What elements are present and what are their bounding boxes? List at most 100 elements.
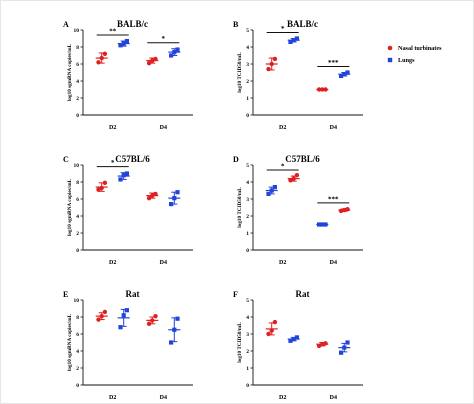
data-point	[339, 73, 344, 78]
y-tick-label: 4	[246, 45, 249, 51]
panel-letter: A	[63, 20, 69, 29]
data-point	[146, 195, 152, 201]
data-point	[269, 328, 274, 333]
legend-marker	[387, 57, 393, 63]
y-tick-label: 8	[76, 45, 79, 51]
x-category-label: D2	[109, 395, 116, 401]
x-category-label: D4	[330, 125, 337, 131]
significance-label: *	[111, 159, 115, 167]
panel-title: BALB/c	[287, 19, 318, 29]
y-tick-label: 0	[246, 383, 249, 389]
data-point	[294, 36, 299, 41]
data-point	[294, 173, 300, 178]
y-tick-label: 8	[76, 180, 79, 186]
panel-E: E Rat 0 2 4 6 8 10 log10 sgmRNA copies/mL D2 D4	[63, 289, 193, 401]
data-point	[121, 313, 126, 318]
data-point	[96, 317, 101, 322]
y-tick-label: 4	[246, 315, 249, 321]
legend-marker	[387, 45, 393, 51]
panel-F: F Rat 0 1 2 3 4 5 log10 TCID50/mL D2 D4	[233, 289, 363, 401]
data-point	[345, 70, 350, 75]
x-category-label: D4	[160, 260, 167, 266]
data-point	[175, 190, 180, 195]
data-point	[291, 337, 296, 342]
legend: Nasal turbinates Lungs	[387, 45, 442, 64]
data-point	[102, 180, 108, 186]
data-point	[345, 207, 350, 212]
data-point	[266, 331, 271, 337]
data-point	[320, 87, 325, 92]
y-tick-label: 1	[246, 96, 249, 102]
y-tick-label: 5	[246, 298, 249, 304]
panel-letter: C	[63, 155, 69, 164]
y-tick-label: 0	[76, 248, 79, 254]
y-tick-label: 6	[76, 197, 79, 203]
x-category-label: D2	[109, 260, 116, 266]
panel-letter: F	[233, 290, 238, 299]
y-tick-label: 0	[76, 383, 79, 389]
y-tick-label: 2	[246, 349, 249, 355]
y-tick-label: 8	[76, 315, 79, 321]
y-axis-label: log10 TCID50/mL	[237, 187, 243, 228]
x-category-label: D4	[330, 395, 337, 401]
data-point	[323, 87, 328, 92]
panel-title: C57BL/6	[115, 154, 150, 164]
significance-label: ***	[328, 59, 339, 67]
panel-A: A BALB/c 0 2 4 6 8 10 log10 sgmRNA copies/mL D2 D4…	[63, 19, 193, 131]
data-point	[153, 191, 158, 197]
data-point	[269, 61, 274, 67]
panel-C: C C57BL/6 0 2 4 6 8 10 log10 sgmRNA copies/mL D2 D…	[63, 154, 193, 266]
data-point	[291, 38, 296, 43]
data-point	[169, 53, 174, 58]
data-point	[175, 47, 180, 52]
data-point	[153, 56, 158, 62]
y-tick-label: 10	[74, 163, 80, 169]
x-category-label: D4	[160, 125, 167, 131]
data-point	[288, 39, 293, 44]
y-tick-label: 10	[74, 28, 80, 34]
y-axis-label: log10 sgmRNA copies/mL	[67, 178, 73, 236]
y-tick-label: 3	[246, 332, 249, 338]
x-category-label: D4	[160, 395, 167, 401]
data-point	[169, 340, 174, 345]
data-point	[323, 341, 328, 346]
data-point	[175, 316, 180, 321]
y-axis-label: log10 TCID50/mL	[237, 52, 243, 93]
data-point	[172, 196, 177, 201]
y-axis-label: log10 TCID50/mL	[237, 322, 243, 363]
y-tick-label: 2	[76, 96, 79, 102]
data-point	[118, 177, 123, 182]
x-category-label: D2	[279, 395, 286, 401]
data-point	[339, 350, 344, 355]
significance-label: **	[109, 28, 117, 36]
data-point	[124, 38, 129, 44]
y-tick-label: 0	[246, 113, 249, 119]
data-point	[323, 222, 328, 227]
y-tick-label: 10	[74, 298, 80, 304]
panel-letter: D	[233, 155, 239, 164]
data-point	[153, 313, 158, 319]
data-point	[291, 176, 296, 181]
significance-label: *	[162, 35, 166, 43]
data-point	[272, 319, 278, 325]
panel-letter: E	[63, 290, 68, 299]
data-point	[172, 327, 177, 332]
data-point	[99, 185, 104, 191]
y-tick-label: 2	[246, 214, 249, 220]
panel-letter: B	[233, 20, 239, 29]
data-point	[317, 222, 322, 227]
data-point	[99, 55, 104, 61]
y-axis-label: log10 sgmRNA copies/mL	[67, 43, 73, 101]
panel-title: Rat	[296, 289, 310, 299]
data-point	[272, 56, 278, 62]
data-point	[150, 318, 155, 323]
data-point	[102, 51, 108, 56]
y-tick-label: 4	[76, 214, 79, 220]
data-point	[288, 338, 293, 343]
y-tick-label: 6	[76, 332, 79, 338]
data-point	[266, 66, 271, 72]
y-tick-label: 1	[246, 231, 249, 237]
data-point	[118, 325, 123, 330]
